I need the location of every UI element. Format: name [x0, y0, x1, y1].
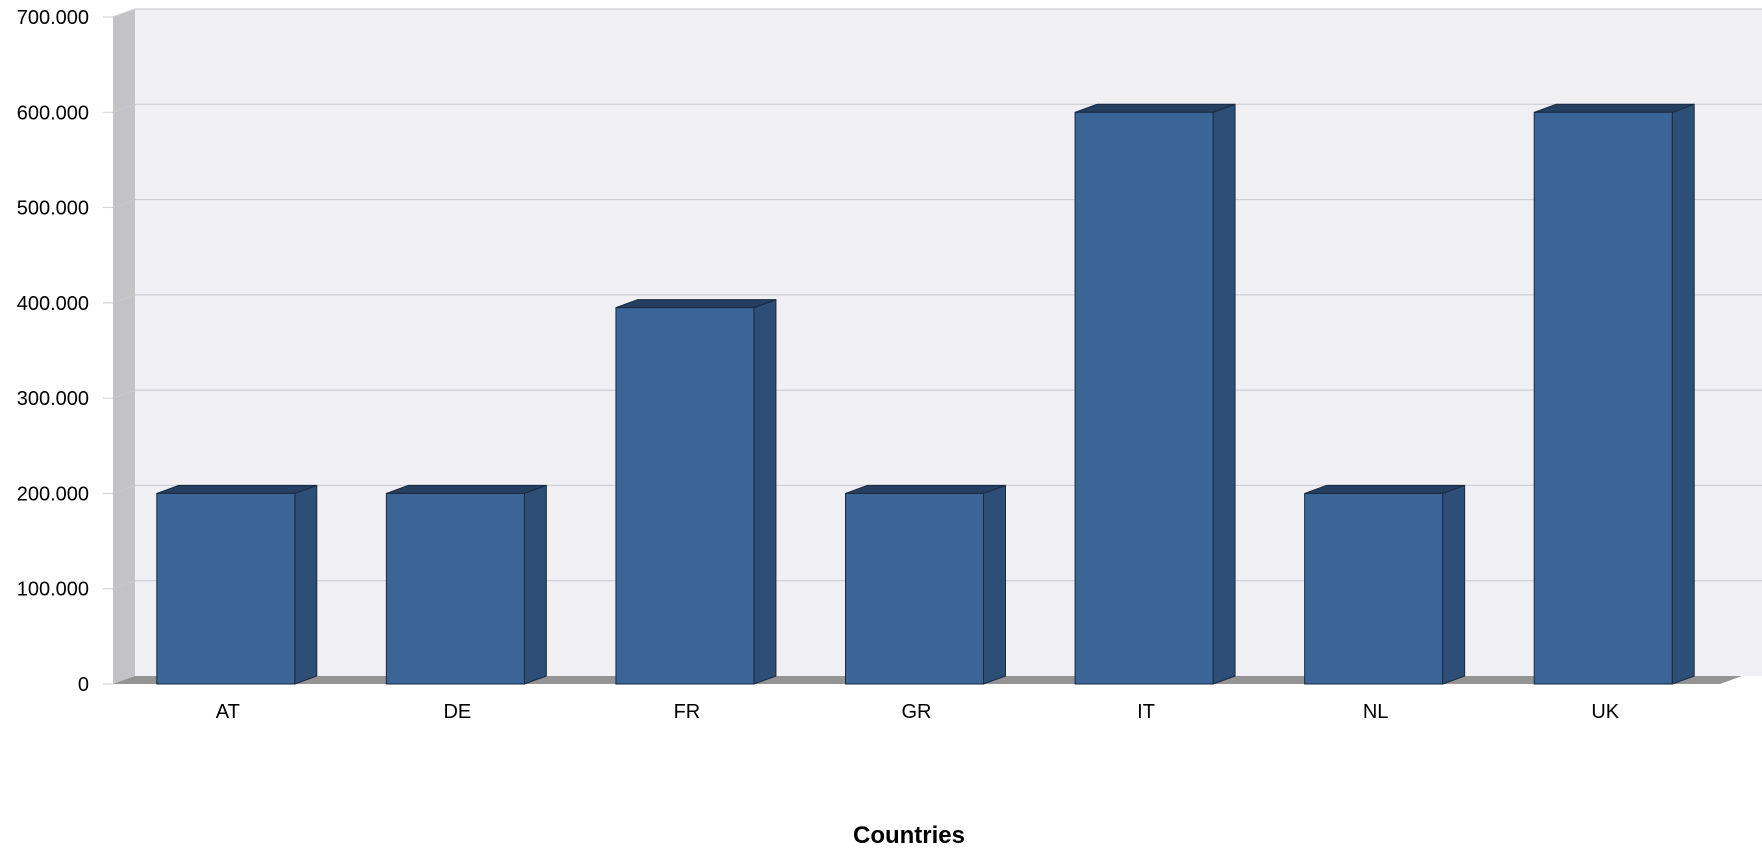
bar-top-face [615, 299, 777, 309]
bar-front-face [1074, 111, 1214, 685]
bar-front-face [845, 492, 984, 685]
grid-line-depth [112, 389, 136, 399]
y-tick-label: 100.000 [17, 579, 89, 601]
x-tick-label: AT [216, 701, 240, 723]
y-tick-label: 200.000 [17, 483, 89, 505]
y-tick-label: 500.000 [17, 198, 89, 220]
grid-line-depth [112, 103, 136, 113]
bar-side-face [753, 298, 777, 685]
bar-fr [615, 298, 777, 685]
bar-side-face [1671, 103, 1695, 685]
bar-de [385, 484, 547, 685]
y-tick-label: 0 [78, 674, 89, 696]
x-tick-label: GR [902, 701, 932, 723]
bar-front-face [615, 307, 755, 685]
bar-front-face [156, 492, 296, 685]
grid-line-depth [112, 294, 136, 304]
grid-line-depth [112, 580, 136, 590]
bar-uk [1533, 103, 1695, 685]
bar-front-face [385, 492, 525, 685]
y-tick-label: 300.000 [17, 388, 89, 410]
bar-side-face [1212, 103, 1236, 685]
x-tick-label: FR [674, 701, 701, 723]
bar-nl [1304, 484, 1466, 685]
bar-top-face [845, 484, 1006, 494]
x-tick-label: DE [443, 701, 471, 723]
grid-line-depth [112, 199, 136, 209]
bar-front-face [1304, 492, 1444, 685]
left-wall [113, 9, 135, 684]
y-axis-tick-labels: 0 100.000 200.000 300.000 400.000 500.000 600.… [17, 7, 89, 696]
bar-top-face [386, 484, 547, 494]
bar-side-face [294, 484, 318, 685]
bars [156, 103, 1695, 685]
bar-top-face [156, 484, 317, 494]
bar-top-face [1304, 484, 1465, 494]
bar-top-face [1074, 103, 1236, 113]
bar-side-face [523, 484, 547, 685]
bar-front-face [1533, 111, 1673, 685]
bar-side-face [983, 484, 1006, 685]
x-tick-label: NL [1363, 701, 1389, 723]
x-tick-label: UK [1591, 701, 1619, 723]
bar-gr [845, 484, 1006, 685]
y-tick-label: 600.000 [17, 102, 89, 124]
bar-top-face [1534, 103, 1695, 113]
bar-at [156, 484, 318, 685]
y-tick-label: 700.000 [17, 7, 89, 29]
x-axis-title: Countries [853, 822, 965, 849]
x-axis-tick-labels: AT DE FR GR IT NL UK [216, 701, 1620, 723]
bar-side-face [1442, 484, 1466, 685]
y-tick-label: 400.000 [17, 293, 89, 315]
grid-line-depth [112, 484, 136, 494]
grid-line-depth [112, 8, 136, 18]
x-tick-label: IT [1137, 701, 1155, 723]
bar-it [1074, 103, 1236, 685]
